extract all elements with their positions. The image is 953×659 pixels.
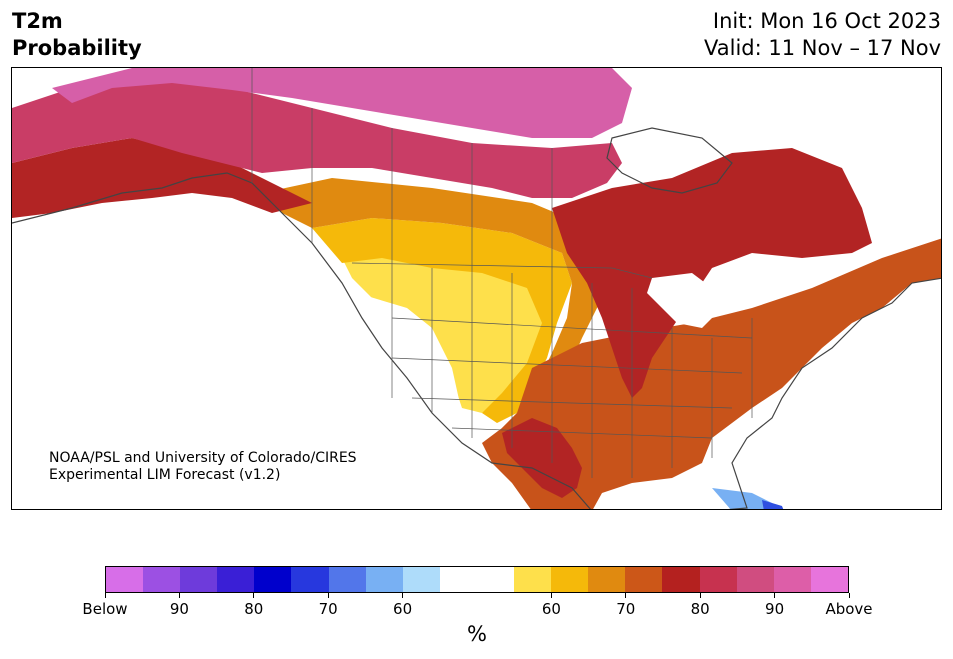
colorbar-swatch [106, 567, 144, 592]
colorbar-tick-label: 80 [690, 600, 710, 618]
colorbar-swatch [402, 567, 440, 592]
colorbar-tick [327, 593, 329, 598]
quantity-label: Probability [12, 36, 142, 60]
zone-below60-caribbean [712, 488, 780, 509]
map-title: T2m Probability [12, 8, 142, 62]
colorbar-tick [699, 593, 701, 598]
colorbar-swatch [180, 567, 218, 592]
colorbar-tick [625, 593, 627, 598]
credit-line-1: NOAA/PSL and University of Colorado/CIRE… [49, 450, 357, 466]
forecast-map [11, 67, 942, 510]
colorbar-swatch [217, 567, 255, 592]
zone-above80 [12, 78, 622, 198]
zone-above55 [312, 218, 572, 423]
variable-label: T2m [12, 9, 63, 33]
colorbar-swatch [514, 567, 552, 592]
zone-above50 [342, 253, 552, 413]
colorbar-swatch [291, 567, 329, 592]
colorbar-swatch [143, 567, 181, 592]
colorbar-swatch [662, 567, 700, 592]
colorbar-swatch [736, 567, 774, 592]
zone-above65 [482, 238, 941, 509]
colorbar-tick [774, 593, 776, 598]
colorbar-tick [550, 593, 552, 598]
zone-above70-texas [502, 418, 582, 498]
zone-below70-caribbean [762, 500, 784, 509]
colorbar-tick-label: 70 [616, 600, 636, 618]
colorbar-tick [253, 593, 255, 598]
valid-date: Valid: 11 Nov – 17 Nov [704, 36, 941, 60]
colorbar-tick [402, 593, 404, 598]
colorbar-tick-label: 60 [541, 600, 561, 618]
colorbar-swatch [588, 567, 626, 592]
colorbar-swatch [476, 567, 515, 592]
zone-above90 [52, 68, 632, 138]
colorbar-tick [104, 593, 106, 598]
forecast-credit: NOAA/PSL and University of Colorado/CIRE… [49, 450, 357, 484]
zone-neutral-west [357, 293, 462, 418]
colorbar-tick-label: 90 [169, 600, 189, 618]
zone-above70-west [12, 138, 312, 218]
colorbar-tick-label: 90 [765, 600, 785, 618]
colorbar-tick-label: 80 [244, 600, 264, 618]
colorbar [105, 566, 849, 593]
political-borders [251, 68, 753, 478]
init-date: Init: Mon 16 Oct 2023 [712, 9, 941, 33]
colorbar-swatch [328, 567, 366, 592]
colorbar-swatch [365, 567, 403, 592]
credit-line-2: Experimental LIM Forecast (v1.2) [49, 467, 281, 483]
colorbar-tick-label: 70 [318, 600, 338, 618]
colorbar-swatch [810, 567, 848, 592]
colorbar-tick [848, 593, 850, 598]
forecast-dates: Init: Mon 16 Oct 2023 Valid: 11 Nov – 17… [704, 8, 941, 62]
colorbar-swatch [699, 567, 737, 592]
map-canvas [12, 68, 941, 509]
colorbar-swatch [773, 567, 811, 592]
coastline [12, 127, 941, 509]
colorbar-swatch [254, 567, 292, 592]
colorbar-swatch [439, 567, 477, 592]
colorbar-unit: % [467, 622, 487, 646]
colorbar-tick-label: Below [82, 600, 128, 618]
colorbar-tick-label: Above [825, 600, 873, 618]
colorbar-tick [178, 593, 180, 598]
colorbar-swatch [625, 567, 663, 592]
colorbar-swatch [551, 567, 589, 592]
great-lakes [647, 273, 722, 328]
colorbar-tick-label: 60 [393, 600, 413, 618]
